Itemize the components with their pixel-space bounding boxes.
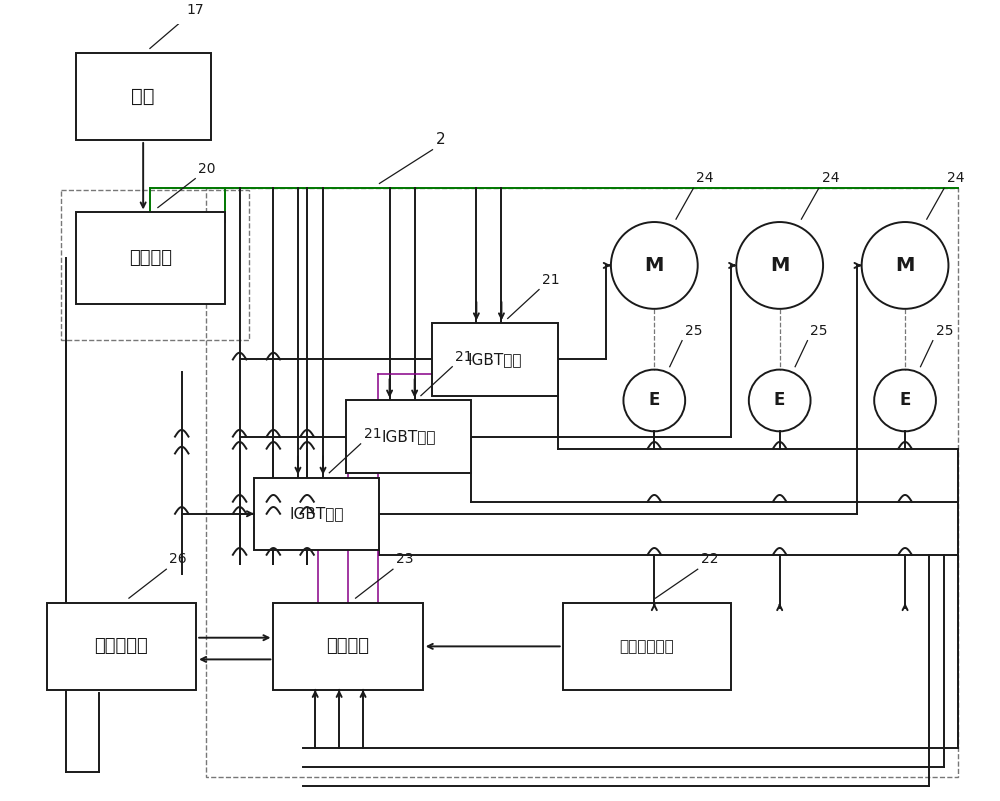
Text: E: E	[899, 392, 911, 409]
Text: 24: 24	[696, 171, 714, 185]
Text: 电流演算模块: 电流演算模块	[620, 639, 674, 654]
Bar	[563, 603, 731, 690]
Bar	[254, 477, 379, 550]
Bar	[76, 212, 225, 304]
Bar	[206, 188, 958, 777]
Text: 26: 26	[169, 553, 187, 566]
Text: 25: 25	[810, 324, 828, 338]
Text: 21: 21	[455, 350, 473, 364]
Text: 逻辑控制器: 逻辑控制器	[95, 638, 148, 655]
Text: 17: 17	[187, 2, 204, 17]
Text: M: M	[770, 256, 789, 275]
Text: M: M	[895, 256, 915, 275]
Text: E: E	[649, 392, 660, 409]
Text: 25: 25	[936, 324, 953, 338]
Text: 22: 22	[701, 553, 718, 566]
Bar	[432, 324, 558, 396]
Text: 23: 23	[396, 553, 413, 566]
Text: 25: 25	[685, 324, 702, 338]
Text: E: E	[774, 392, 785, 409]
Text: 21: 21	[542, 272, 560, 287]
Text: IGBT模块: IGBT模块	[290, 506, 344, 521]
Bar	[76, 53, 211, 140]
Text: 2: 2	[435, 132, 445, 147]
Text: M: M	[645, 256, 664, 275]
Bar	[273, 603, 423, 690]
Text: 整流模块: 整流模块	[129, 249, 172, 268]
Bar	[47, 603, 196, 690]
Text: 电源: 电源	[131, 87, 155, 107]
Text: 24: 24	[947, 171, 965, 185]
Bar	[61, 190, 249, 340]
Bar	[346, 400, 471, 473]
Text: IGBT模块: IGBT模块	[468, 352, 522, 367]
Text: IGBT模块: IGBT模块	[381, 429, 436, 444]
Text: 20: 20	[198, 162, 216, 175]
Text: 21: 21	[364, 427, 381, 441]
Text: 24: 24	[822, 171, 839, 185]
Text: 控制模块: 控制模块	[327, 638, 370, 655]
